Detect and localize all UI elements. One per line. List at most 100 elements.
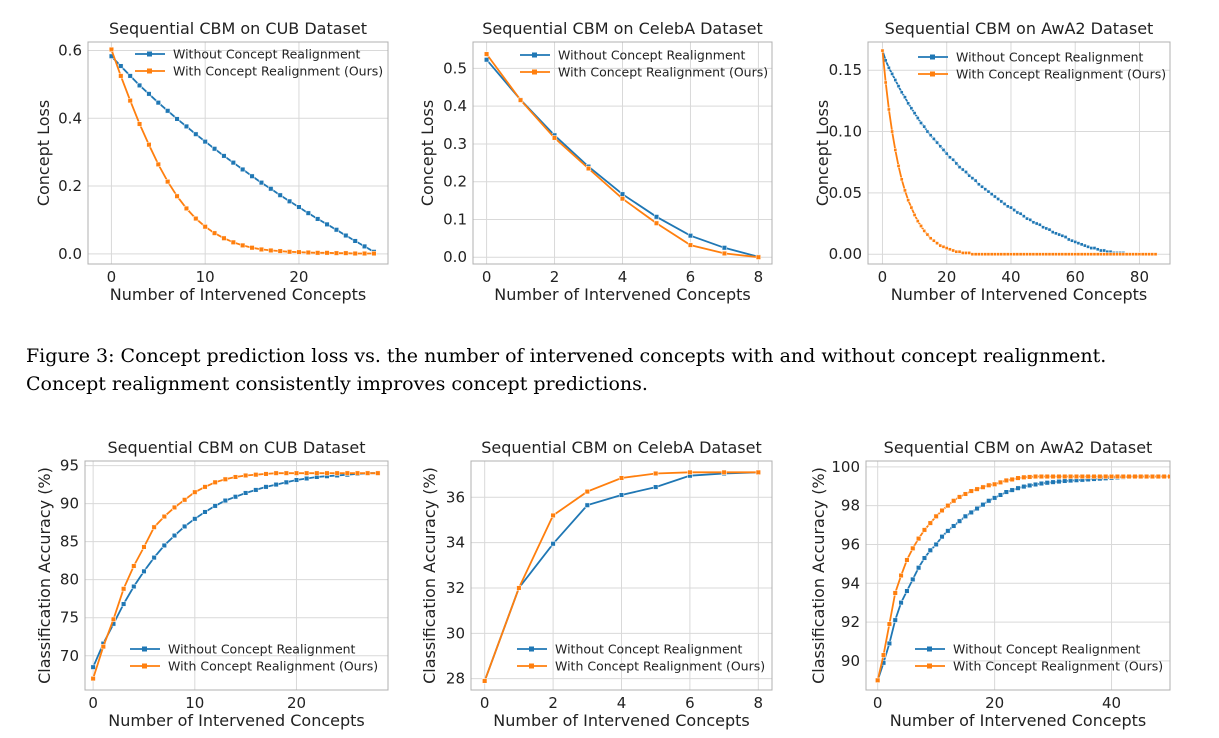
chart-3-series-2-point [941, 244, 946, 249]
chart-3-series-1-point [1073, 240, 1078, 244]
chart-4-series-1-point [192, 516, 198, 522]
chart-3-series-2-point [1034, 252, 1039, 257]
chart-6-ytick-label: 92 [841, 613, 860, 631]
chart-4-series-2-point [273, 470, 279, 476]
chart-6-series-2-point [1161, 473, 1167, 480]
chart-1-series-2-point [165, 179, 171, 185]
chart-1-series-1-point [277, 192, 283, 198]
chart-1-series-2-point [221, 235, 227, 241]
chart-4-series-2-point [375, 470, 381, 476]
chart-3-series-2-point [928, 236, 933, 241]
caption-line-2: Concept realignment consistently improve… [26, 373, 648, 395]
chart-6-series-1-point [1038, 480, 1044, 487]
chart-3-series-2-point [989, 252, 994, 257]
chart-6-series-2-point [1038, 473, 1044, 480]
chart-6-series-1-point [1056, 479, 1062, 485]
chart-1-series-2-point [202, 224, 208, 230]
chart-3-series-1-point [925, 129, 930, 134]
chart-1-ytick-label: 0.4 [58, 109, 82, 127]
chart-1-series-1-point [324, 221, 330, 227]
chart-5-plot-area [482, 469, 761, 684]
chart-6-plot-area [875, 473, 1170, 683]
chart-3-series-2-point [935, 241, 939, 245]
chart-3-series-2-point [903, 188, 907, 193]
chart-4-series-1-point [293, 477, 300, 483]
chart-6-series-2-point [1155, 473, 1161, 480]
chart-1-series-2-point [174, 193, 180, 199]
chart-3-series-2-point [909, 205, 914, 210]
chart-3-series-1-point [980, 184, 984, 189]
chart-6-series-2-point [980, 484, 986, 490]
chart-3-series-2-point [1144, 252, 1148, 257]
chart-6-series-2-point [916, 536, 922, 542]
chart-2-frame [472, 41, 773, 265]
chart-4-series-2-point [253, 472, 259, 478]
chart-5-series-2-point [721, 469, 727, 475]
chart-6-series-2-point [1050, 473, 1056, 480]
chart-6-series-2-point [939, 507, 945, 514]
chart-3-series-1-point [964, 170, 968, 174]
chart-5-ytick-label: 28 [446, 670, 465, 688]
chart-3-series-2-point [954, 249, 959, 254]
chart-1-series-2-line [110, 49, 374, 255]
chart-6-series-2-point [1003, 477, 1009, 483]
chart-6-series-2-point [1114, 473, 1120, 480]
chart-4-series-2-point [110, 616, 117, 622]
chart-3-series-2-point [1054, 252, 1058, 257]
chart-1-series-2-point [287, 249, 293, 255]
chart-4-series-2-point [354, 470, 361, 476]
chart-3-series-1-point [1089, 246, 1094, 250]
chart-2-series-1-point [721, 245, 727, 251]
chart-6-series-2-point [992, 481, 998, 487]
chart-1-series-2-point [296, 249, 302, 255]
chart-3-series-2-point [1150, 252, 1155, 257]
chart-1-series-2-point [343, 250, 349, 256]
chart-3-series-1-point [1031, 220, 1036, 225]
chart-4-series-2-point [243, 472, 249, 479]
chart-3-series-1-point [951, 157, 955, 162]
chart-3-series-2-point [1060, 252, 1065, 257]
chart-4-series-2-point [90, 676, 96, 682]
chart-3-series-2-point [999, 252, 1004, 257]
chart-1-series-1-point [193, 131, 199, 137]
chart-6-series-1-point [945, 528, 951, 534]
chart-3-series-1-point [1092, 246, 1097, 250]
chart-4-ytick-label: 75 [60, 609, 79, 627]
chart-6-xtick-label: 20 [985, 694, 1004, 712]
chart-3-series-2-point [1134, 252, 1139, 257]
chart-2-series-2-point [619, 196, 626, 202]
chart-4-ytick-label: 90 [60, 495, 79, 513]
chart-4-series-1-point [141, 568, 147, 574]
chart-3-series-1-point [1054, 231, 1058, 236]
chart-2-legend-marker [532, 69, 537, 75]
chart-3-series-1-point [883, 58, 888, 63]
chart-3-series-2-point [1012, 252, 1017, 257]
chart-6-series-1-point [951, 523, 957, 529]
chart-6-series-2-point [933, 513, 939, 519]
chart-6-series-1-point [1050, 479, 1056, 485]
chart-3-series-1-point [999, 199, 1004, 204]
chart-3-series-1-point [1041, 225, 1045, 230]
chart-1-plot-area [108, 46, 377, 257]
chart-3-series-1-point [1038, 222, 1042, 227]
chart-3-series-2-point [957, 249, 962, 254]
chart-3-plot-area [880, 48, 1158, 257]
chart-4-ytick-label: 95 [60, 457, 79, 475]
chart-3-series-2-point [1131, 252, 1135, 257]
chart-4-series-2-point [131, 563, 137, 569]
chart-5-legend-label: With Concept Realignment (Ours) [555, 659, 765, 674]
chart-3-series-1-point [1047, 227, 1052, 232]
chart-3-series-2-point [896, 164, 901, 168]
chart-1-legend-label: With Concept Realignment (Ours) [173, 64, 383, 79]
chart-3-series-2-point [986, 252, 991, 257]
chart-4-ytick-label: 85 [60, 533, 79, 551]
chart-5-ytick-label: 34 [446, 534, 465, 552]
chart-2-title: Sequential CBM on CelebA Dataset [482, 19, 763, 38]
chart-1-series-1-point [362, 243, 368, 249]
chart-3-series-2-point [906, 198, 911, 203]
chart-1-series-1-point [249, 173, 255, 179]
chart-3-series-2-point [964, 251, 968, 255]
chart-4-series-2-point [192, 489, 198, 495]
chart-2-xtick-label: 0 [482, 268, 492, 286]
chart-1-series-1-point [296, 204, 302, 210]
